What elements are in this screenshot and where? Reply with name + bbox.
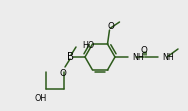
Text: OH: OH <box>35 94 47 103</box>
Text: O: O <box>141 46 147 55</box>
Text: HO: HO <box>82 41 94 50</box>
Text: O: O <box>107 22 114 31</box>
Text: O: O <box>60 69 66 78</box>
Text: B: B <box>67 52 74 62</box>
Text: NH: NH <box>132 53 144 61</box>
Text: NH: NH <box>162 53 174 61</box>
